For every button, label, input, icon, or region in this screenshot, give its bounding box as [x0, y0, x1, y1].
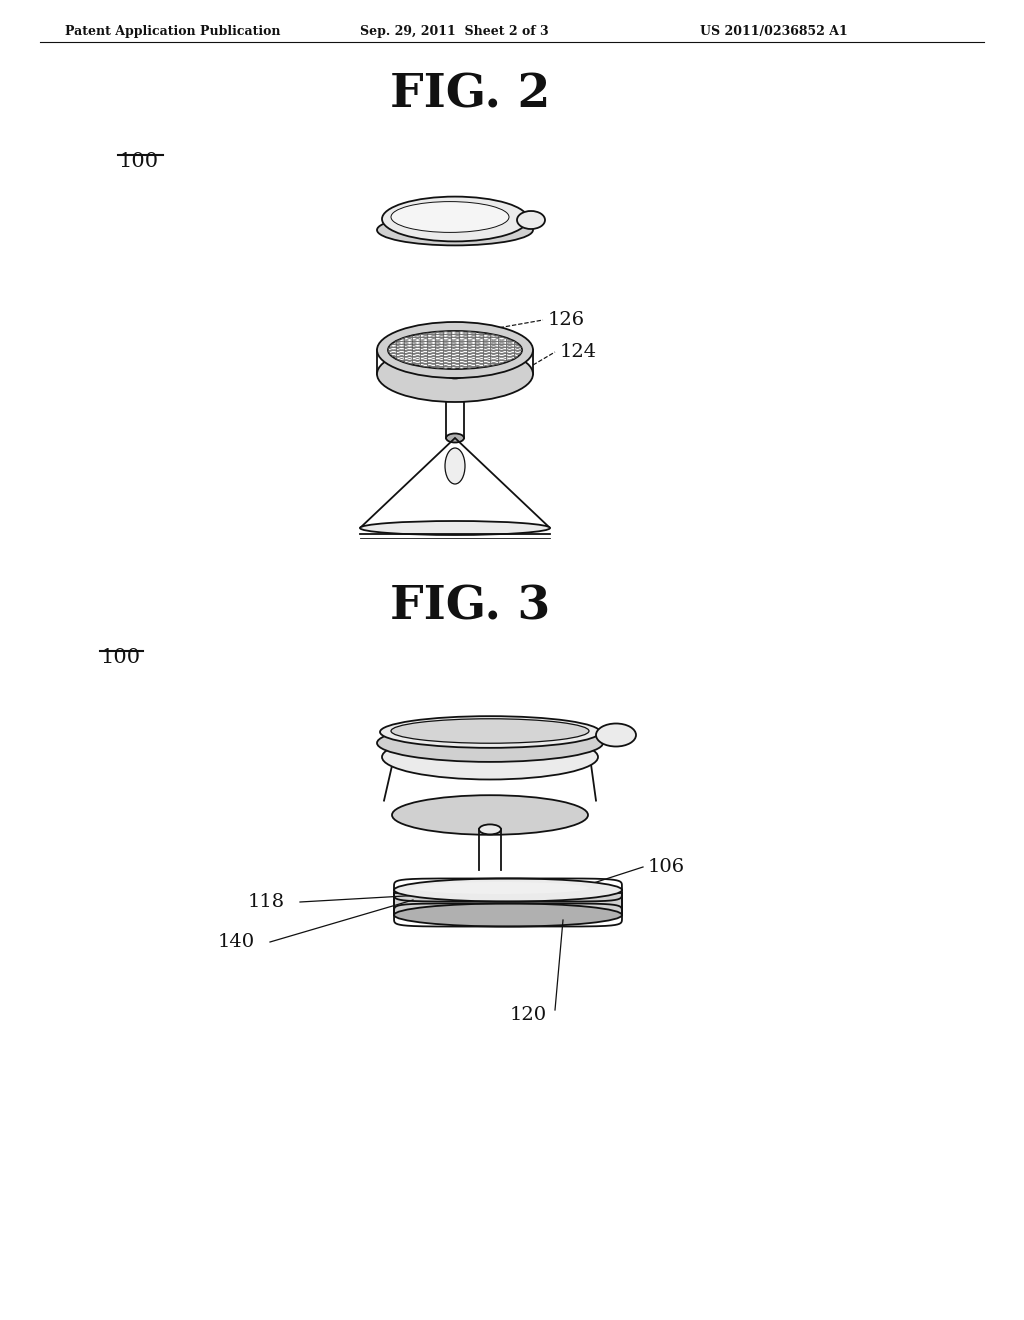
Text: 118: 118 — [248, 894, 285, 911]
Text: 124: 124 — [560, 343, 597, 360]
Ellipse shape — [411, 882, 589, 894]
Ellipse shape — [377, 322, 534, 378]
Ellipse shape — [382, 197, 528, 242]
Ellipse shape — [391, 719, 589, 743]
Ellipse shape — [360, 521, 550, 535]
Ellipse shape — [377, 725, 603, 762]
Text: 106: 106 — [648, 858, 685, 876]
Text: 126: 126 — [548, 312, 585, 329]
Text: 100: 100 — [118, 152, 158, 172]
Ellipse shape — [596, 723, 636, 747]
Ellipse shape — [479, 825, 501, 834]
Ellipse shape — [377, 215, 534, 246]
Text: 140: 140 — [218, 933, 255, 950]
Ellipse shape — [377, 346, 534, 403]
Text: FIG. 3: FIG. 3 — [390, 583, 550, 630]
Ellipse shape — [380, 717, 600, 748]
Ellipse shape — [517, 211, 545, 228]
Ellipse shape — [391, 202, 509, 232]
Text: Patent Application Publication: Patent Application Publication — [65, 25, 281, 38]
Text: 100: 100 — [100, 648, 140, 667]
Ellipse shape — [388, 331, 522, 370]
Text: Sep. 29, 2011  Sheet 2 of 3: Sep. 29, 2011 Sheet 2 of 3 — [360, 25, 549, 38]
Polygon shape — [394, 894, 622, 915]
Text: 120: 120 — [510, 1006, 547, 1024]
Ellipse shape — [382, 734, 598, 780]
Ellipse shape — [392, 795, 588, 834]
Text: FIG. 2: FIG. 2 — [390, 73, 550, 117]
Ellipse shape — [394, 903, 622, 927]
Ellipse shape — [445, 447, 465, 484]
Ellipse shape — [446, 433, 464, 442]
Ellipse shape — [446, 370, 464, 379]
Text: US 2011/0236852 A1: US 2011/0236852 A1 — [700, 25, 848, 38]
Ellipse shape — [394, 878, 622, 902]
